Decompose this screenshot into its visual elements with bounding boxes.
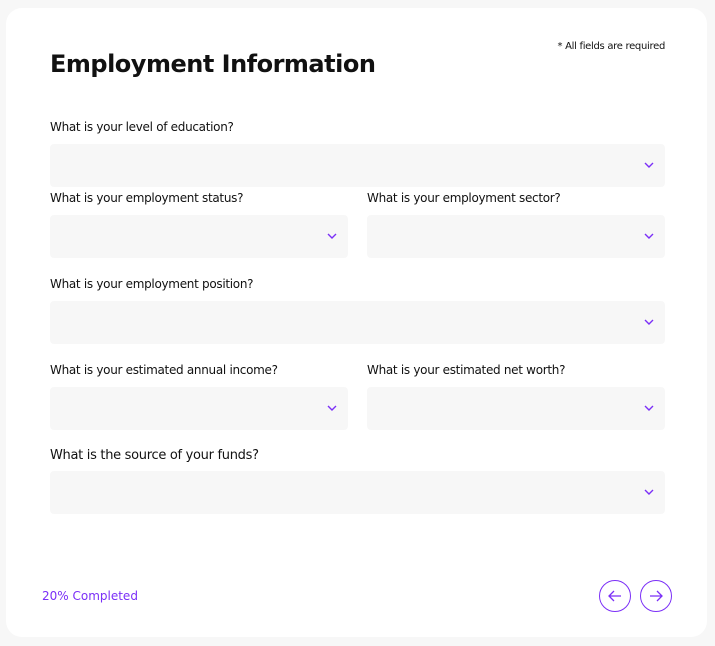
employment-position-label: What is your employment position?: [50, 277, 254, 291]
employment-sector-select[interactable]: [367, 215, 665, 258]
source-of-funds-label: What is the source of your funds?: [50, 448, 259, 463]
chevron-down-icon: [327, 233, 337, 239]
annual-income-label: What is your estimated annual income?: [50, 363, 278, 377]
page-title: Employment Information: [50, 50, 376, 78]
employment-status-select[interactable]: [50, 215, 348, 258]
chevron-down-icon: [644, 162, 654, 168]
education-label: What is your level of education?: [50, 120, 234, 134]
back-button[interactable]: [599, 580, 631, 612]
employment-sector-label: What is your employment sector?: [367, 191, 561, 205]
chevron-down-icon: [644, 233, 654, 239]
next-button[interactable]: [640, 580, 672, 612]
chevron-down-icon: [644, 319, 654, 325]
required-note: * All fields are required: [557, 41, 666, 52]
net-worth-select[interactable]: [367, 387, 665, 430]
employment-form-card: Employment Information * All fields are …: [6, 8, 707, 637]
chevron-down-icon: [327, 405, 337, 411]
annual-income-select[interactable]: [50, 387, 348, 430]
chevron-down-icon: [644, 489, 654, 495]
employment-position-select[interactable]: [50, 301, 665, 344]
arrow-left-icon: [608, 590, 621, 602]
progress-text: 20% Completed: [42, 589, 138, 603]
chevron-down-icon: [644, 405, 654, 411]
education-select[interactable]: [50, 144, 665, 187]
net-worth-label: What is your estimated net worth?: [367, 363, 566, 377]
source-of-funds-select[interactable]: [50, 471, 665, 514]
arrow-right-icon: [650, 590, 663, 602]
employment-status-label: What is your employment status?: [50, 191, 244, 205]
